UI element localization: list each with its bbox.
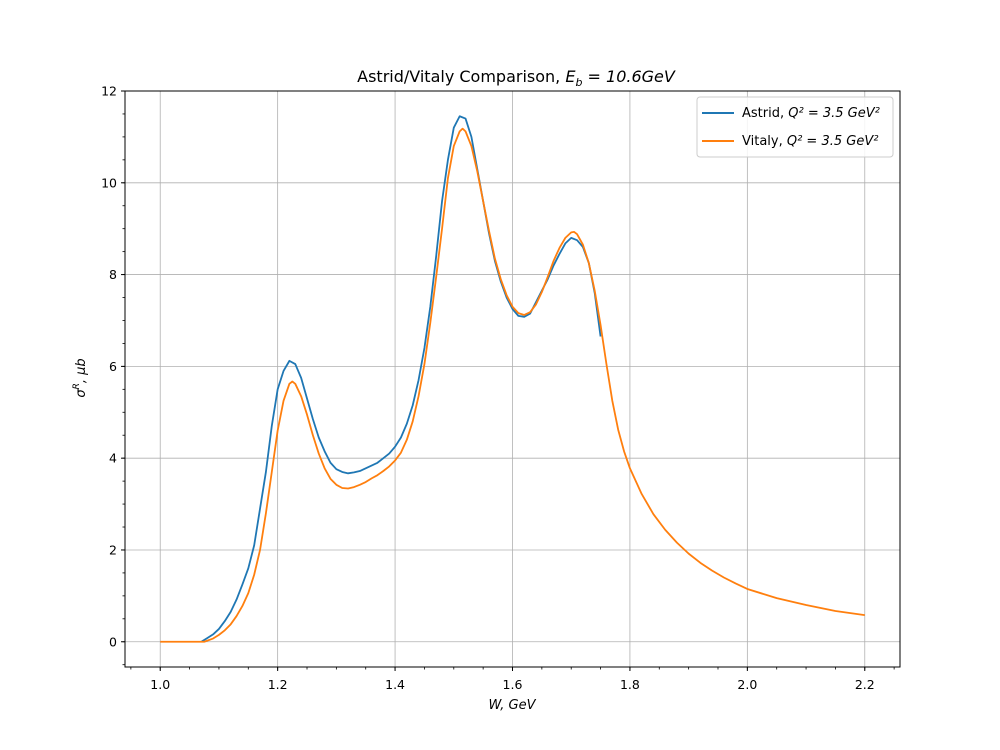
legend: Astrid, Q² = 3.5 GeV² Vitaly, Q² = 3.5 G…: [696, 96, 894, 158]
legend-box: [696, 96, 894, 158]
x-tick-label: 1.6: [503, 677, 523, 692]
legend-label-astrid: Astrid, Q² = 3.5 GeV²: [742, 106, 880, 121]
x-tick-label: 1.4: [385, 677, 405, 692]
series-astrid-line: [200, 115, 602, 643]
grid: [125, 90, 900, 667]
y-axis-label: σR, μb: [72, 358, 89, 397]
y-tick-label: 4: [109, 451, 117, 466]
y-tick-label: 0: [109, 634, 117, 649]
x-tick-label: 1.8: [620, 677, 640, 692]
series-layer: [160, 115, 865, 643]
ticks: 1.0 1.2 1.4 1.6 1.8 2.0 2.2 0 2 4 6 8 10 12: [101, 84, 895, 692]
x-tick-label: 2.0: [737, 677, 757, 692]
y-tick-label: 6: [109, 359, 117, 374]
y-tick-label: 12: [101, 84, 117, 99]
x-tick-label: 1.2: [268, 677, 288, 692]
x-tick-label: 1.0: [150, 677, 170, 692]
series-vitaly-line: [160, 127, 865, 643]
chart-title: Astrid/Vitaly Comparison, Eb = 10.6GeV: [357, 67, 676, 89]
y-tick-label: 10: [101, 175, 117, 190]
x-axis-label: W, GeV: [488, 698, 536, 713]
y-tick-label: 2: [109, 542, 117, 557]
legend-label-vitaly: Vitaly, Q² = 3.5 GeV²: [742, 134, 878, 149]
y-tick-label: 8: [109, 267, 117, 282]
x-tick-label: 2.2: [855, 677, 875, 692]
